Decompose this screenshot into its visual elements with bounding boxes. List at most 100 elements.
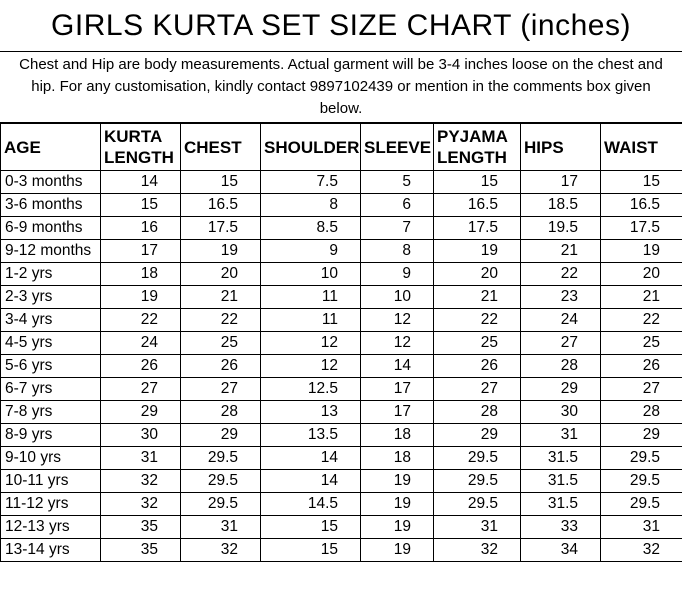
table-row: 4-5 yrs 24 25 12 12 25 27 25	[0, 331, 682, 355]
age-cell: 3-4 yrs	[0, 308, 101, 332]
value-cell: 13.5	[260, 423, 361, 447]
table-row: 2-3 yrs 19 21 11 10 21 23 21	[0, 285, 682, 309]
value-cell: 22	[600, 308, 682, 332]
table-row: 12-13 yrs 35 31 15 19 31 33 31	[0, 515, 682, 539]
value-cell: 10	[260, 262, 361, 286]
value-cell: 31	[100, 446, 181, 470]
table-row: 7-8 yrs 29 28 13 17 28 30 28	[0, 400, 682, 424]
value-cell: 28	[600, 400, 682, 424]
age-cell: 1-2 yrs	[0, 262, 101, 286]
value-cell: 14	[260, 469, 361, 493]
value-cell: 20	[433, 262, 521, 286]
age-cell: 10-11 yrs	[0, 469, 101, 493]
value-cell: 7	[360, 216, 434, 240]
value-cell: 12.5	[260, 377, 361, 401]
age-cell: 3-6 months	[0, 193, 101, 217]
value-cell: 8.5	[260, 216, 361, 240]
value-cell: 14	[360, 354, 434, 378]
value-cell: 27	[520, 331, 601, 355]
value-cell: 19	[600, 239, 682, 263]
value-cell: 32	[600, 538, 682, 562]
value-cell: 18.5	[520, 193, 601, 217]
value-cell: 29.5	[600, 446, 682, 470]
value-cell: 15	[433, 170, 521, 194]
table-header-row: AGE KURTA LENGTH CHEST SHOULDER SLEEVE PYJAMA…	[0, 123, 682, 171]
value-cell: 12	[360, 308, 434, 332]
value-cell: 33	[520, 515, 601, 539]
value-cell: 26	[180, 354, 261, 378]
value-cell: 29.5	[433, 492, 521, 516]
value-cell: 32	[180, 538, 261, 562]
value-cell: 25	[180, 331, 261, 355]
value-cell: 19	[360, 469, 434, 493]
value-cell: 7.5	[260, 170, 361, 194]
value-cell: 19	[360, 515, 434, 539]
value-cell: 21	[600, 285, 682, 309]
value-cell: 13	[260, 400, 361, 424]
value-cell: 22	[520, 262, 601, 286]
age-cell: 8-9 yrs	[0, 423, 101, 447]
value-cell: 14	[100, 170, 181, 194]
value-cell: 15	[600, 170, 682, 194]
value-cell: 26	[433, 354, 521, 378]
age-cell: 2-3 yrs	[0, 285, 101, 309]
value-cell: 32	[100, 492, 181, 516]
value-cell: 17.5	[180, 216, 261, 240]
value-cell: 18	[360, 446, 434, 470]
value-cell: 29	[100, 400, 181, 424]
value-cell: 11	[260, 285, 361, 309]
table-row: 10-11 yrs 32 29.5 14 19 29.5 31.5 29.5	[0, 469, 682, 493]
value-cell: 14	[260, 446, 361, 470]
age-cell: 13-14 yrs	[0, 538, 101, 562]
value-cell: 32	[100, 469, 181, 493]
size-chart-page: GIRLS KURTA SET SIZE CHART (inches) Ches…	[0, 9, 682, 562]
value-cell: 17	[100, 239, 181, 263]
value-cell: 26	[600, 354, 682, 378]
value-cell: 21	[520, 239, 601, 263]
value-cell: 20	[180, 262, 261, 286]
age-cell: 11-12 yrs	[0, 492, 101, 516]
value-cell: 19	[433, 239, 521, 263]
value-cell: 19	[100, 285, 181, 309]
value-cell: 15	[260, 538, 361, 562]
header-cell: SLEEVE	[360, 123, 434, 171]
age-cell: 9-12 months	[0, 239, 101, 263]
value-cell: 24	[100, 331, 181, 355]
value-cell: 35	[100, 538, 181, 562]
header-cell: WAIST	[600, 123, 682, 171]
header-cell: PYJAMA LENGTH	[433, 123, 521, 171]
value-cell: 29	[180, 423, 261, 447]
value-cell: 15	[260, 515, 361, 539]
value-cell: 17	[360, 377, 434, 401]
value-cell: 29	[600, 423, 682, 447]
value-cell: 16.5	[433, 193, 521, 217]
value-cell: 16.5	[180, 193, 261, 217]
table-row: 1-2 yrs 18 20 10 9 20 22 20	[0, 262, 682, 286]
age-cell: 4-5 yrs	[0, 331, 101, 355]
value-cell: 22	[100, 308, 181, 332]
value-cell: 31.5	[520, 492, 601, 516]
value-cell: 29.5	[433, 469, 521, 493]
value-cell: 18	[360, 423, 434, 447]
value-cell: 8	[360, 239, 434, 263]
header-cell: KURTA LENGTH	[100, 123, 181, 171]
value-cell: 31.5	[520, 446, 601, 470]
value-cell: 25	[600, 331, 682, 355]
value-cell: 19	[360, 538, 434, 562]
value-cell: 17.5	[433, 216, 521, 240]
value-cell: 29.5	[180, 469, 261, 493]
value-cell: 21	[180, 285, 261, 309]
value-cell: 22	[433, 308, 521, 332]
value-cell: 9	[260, 239, 361, 263]
value-cell: 29.5	[180, 446, 261, 470]
value-cell: 16.5	[600, 193, 682, 217]
value-cell: 16	[100, 216, 181, 240]
age-cell: 6-7 yrs	[0, 377, 101, 401]
table-row: 9-12 months 17 19 9 8 19 21 19	[0, 239, 682, 263]
value-cell: 26	[100, 354, 181, 378]
value-cell: 24	[520, 308, 601, 332]
value-cell: 28	[433, 400, 521, 424]
table-body: 0-3 months 14 15 7.5 5 15 17 15 3-6 months 15 16.5…	[0, 170, 682, 562]
value-cell: 27	[180, 377, 261, 401]
age-cell: 9-10 yrs	[0, 446, 101, 470]
